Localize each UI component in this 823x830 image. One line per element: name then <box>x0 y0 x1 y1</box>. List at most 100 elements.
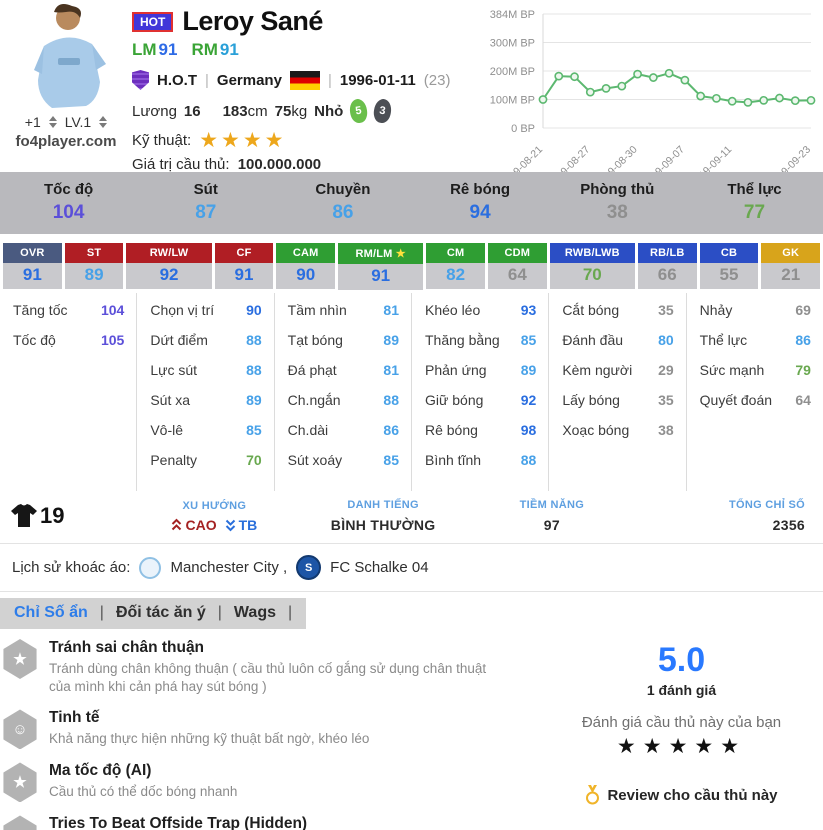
rating-count: 1 đánh giá <box>646 682 717 698</box>
stat-row: Đánh đầu 80 <box>549 325 685 355</box>
player-value: 100.000.000 <box>237 156 322 173</box>
stat-row: Dứt điểm 88 <box>137 325 273 355</box>
position-value: 70 <box>549 263 635 289</box>
position-value: 64 <box>487 263 547 289</box>
level-stepper[interactable] <box>99 116 108 128</box>
body-type: Nhỏ <box>314 102 344 120</box>
tab-hidden-stats[interactable]: Chỉ Số ẩn <box>14 604 88 621</box>
summary-stat: Tốc độ 104 <box>0 181 137 224</box>
tab-separator: | <box>217 604 222 621</box>
detailed-stats-table: Tăng tốc 104 Tốc độ 105 Chọn vị trí 90 Dứt điể… <box>0 293 823 491</box>
summary-stat-value: 77 <box>743 202 766 223</box>
trait-desc: Cầu thủ có thể dốc bóng nhanh <box>49 784 238 800</box>
position-label: RB/LB <box>637 243 697 263</box>
trait-title: Ma tốc độ (AI) <box>49 762 152 780</box>
stat-value: 89 <box>246 392 262 408</box>
svg-text:2019-08-21: 2019-08-21 <box>499 144 546 172</box>
summary-stat: Sút 87 <box>137 181 274 224</box>
position-rating-cam[interactable]: CAM 90 <box>276 243 336 290</box>
stat-label: Tầm nhìn <box>287 302 347 318</box>
enhance-value: +1 <box>24 114 41 130</box>
stat-label: Nhảy <box>699 302 733 318</box>
stat-label: Thể lực <box>699 332 748 348</box>
stat-label: Lực sút <box>150 362 198 378</box>
hot-badge: HOT <box>132 11 174 32</box>
stat-value: 81 <box>383 362 399 378</box>
germany-flag-icon <box>289 70 320 90</box>
stat-row: Đá phạt 81 <box>275 355 411 385</box>
stats-column: Nhảy 69 Thể lực 86 Sức mạnh 79 Quyết đoán 64 <box>687 293 823 491</box>
hidden-traits-list: ★ Tránh sai chân thuận Tránh dùng chân k… <box>0 639 540 830</box>
level-value: LV.1 <box>64 114 92 130</box>
player-header: +1 LV.1 fo4player.com HOT Leroy Sané LM 9… <box>0 0 823 190</box>
summary-stat: Rê bóng 94 <box>412 181 549 224</box>
summary-stat-label: Rê bóng <box>450 181 511 198</box>
position-rating-cb[interactable]: CB 55 <box>699 243 759 290</box>
svg-text:2019-08-27: 2019-08-27 <box>546 144 593 172</box>
tab-partners[interactable]: Đối tác ăn ý <box>115 604 206 621</box>
position-rating-rb-lb[interactable]: RB/LB 66 <box>637 243 697 290</box>
position-rating-cf[interactable]: CF 91 <box>214 243 274 290</box>
club-fc-schalke-04[interactable]: FC Schalke 04 <box>330 559 429 576</box>
nation-label[interactable]: Germany <box>216 71 282 89</box>
stat-value: 69 <box>795 302 811 318</box>
stat-value: 88 <box>246 332 262 348</box>
stat-label: Đánh đầu <box>562 332 624 348</box>
trend-up-value: CAO <box>185 516 217 533</box>
trend-down-value: TB <box>238 516 258 533</box>
svg-text:0 BP: 0 BP <box>511 123 535 135</box>
position-value: 66 <box>637 263 697 289</box>
stat-row: Tốc độ 105 <box>0 325 136 355</box>
position-rating-gk[interactable]: GK 21 <box>761 243 821 290</box>
stat-row: Quyết đoán 64 <box>687 385 823 415</box>
summary-stat-label: Tốc độ <box>44 181 94 198</box>
rating-score: 5.0 <box>657 641 706 679</box>
total-stats-value: 2356 <box>772 517 805 533</box>
position-rating-rwb-lwb[interactable]: RWB/LWB 70 <box>549 243 635 290</box>
position-rating-rm-lm[interactable]: RM/LM ★ 91 <box>338 243 424 290</box>
stat-value: 85 <box>383 452 399 468</box>
summary-stat-label: Sút <box>193 181 218 198</box>
stat-row: Nhảy 69 <box>687 295 823 325</box>
svg-text:384M BP: 384M BP <box>490 9 535 21</box>
position-label: GK <box>761 243 821 263</box>
schalke-badge-icon: S <box>296 555 322 580</box>
potential-value: 97 <box>543 517 560 533</box>
stat-row: Bình tĩnh 88 <box>412 445 548 475</box>
stat-label: Dứt điểm <box>150 332 208 348</box>
enhance-stepper[interactable] <box>48 116 57 128</box>
reputation-value: BÌNH THƯỜNG <box>330 517 436 533</box>
position-chip-rm: RM 91 <box>191 40 239 59</box>
club-manchester-city[interactable]: Manchester City , <box>170 559 288 576</box>
position-rating-cdm[interactable]: CDM 64 <box>487 243 547 290</box>
club-history-label: Lịch sử khoác áo: <box>12 559 131 576</box>
stat-value: 81 <box>383 302 399 318</box>
review-button[interactable]: Review cho cầu thủ này <box>585 785 778 805</box>
stat-row: Sút xa 89 <box>137 385 273 415</box>
position-rating-ovr[interactable]: OVR 91 <box>3 243 62 290</box>
stat-value: 93 <box>520 302 537 318</box>
position-value: 91 <box>214 263 274 289</box>
tab-wags[interactable]: Wags <box>233 604 276 621</box>
stat-row: Sút xoáy 85 <box>275 445 411 475</box>
position-label: ST <box>64 243 124 263</box>
position-rating-st[interactable]: ST 89 <box>64 243 124 290</box>
divider: | <box>327 71 332 89</box>
svg-text:300M BP: 300M BP <box>490 38 535 50</box>
tab-separator: | <box>99 604 104 621</box>
stat-value: 86 <box>383 422 399 438</box>
shirt-icon <box>11 504 37 527</box>
trend-column: XU HƯỚNG CAO TB <box>130 500 299 533</box>
rating-stars[interactable]: ★★★★★ <box>616 735 747 758</box>
position-ratings-row: OVR 91 ST 89 RW/LW 92 CF 91 CAM 90 RM/LM ★ 91 CM 82 CD… <box>3 243 821 290</box>
stats-column: Khéo léo 93 Thăng bằng 85 Phản ứng 89 Giữ bóng… <box>412 293 550 491</box>
stat-row: Lực sút 88 <box>137 355 273 385</box>
stat-label: Sút xa <box>150 392 191 408</box>
svg-text:100M BP: 100M BP <box>490 95 535 107</box>
position-rating-cm[interactable]: CM 82 <box>426 243 485 290</box>
summary-stat-value: 94 <box>469 202 491 223</box>
stat-label: Ch.dài <box>287 422 329 438</box>
position-rating-rw-lw[interactable]: RW/LW 92 <box>126 243 212 290</box>
stat-row: Phản ứng 89 <box>412 355 548 385</box>
